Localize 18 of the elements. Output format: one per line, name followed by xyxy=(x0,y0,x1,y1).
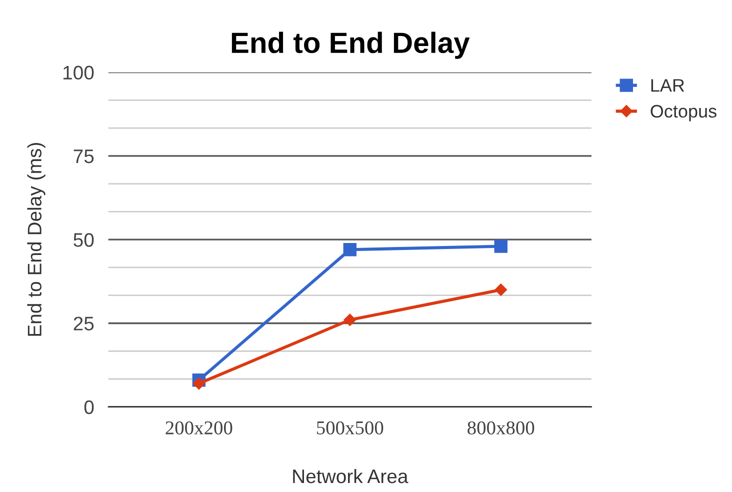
legend-label: LAR xyxy=(651,79,684,92)
point xyxy=(344,314,356,326)
point xyxy=(343,243,356,256)
point xyxy=(494,240,508,253)
y-tick-label: 75 xyxy=(74,150,94,164)
x-tick-label: 800x800 xyxy=(468,421,534,434)
y-tick-label: 100 xyxy=(63,66,94,80)
x-tick-label: 200x200 xyxy=(166,421,232,434)
chart-title: End to End Delay xyxy=(232,32,470,59)
y-tick-label: 25 xyxy=(74,316,94,330)
y-tick-label: 0 xyxy=(84,400,94,414)
y-axis-title: End to End Delay (ms) xyxy=(27,143,46,336)
x-axis-title: Network Area xyxy=(293,468,408,484)
legend-label: Octopus xyxy=(650,104,716,122)
point xyxy=(494,284,507,296)
x-tick-label: 500x500 xyxy=(317,421,384,434)
point xyxy=(192,377,206,390)
y-tick-label: 50 xyxy=(74,233,94,247)
